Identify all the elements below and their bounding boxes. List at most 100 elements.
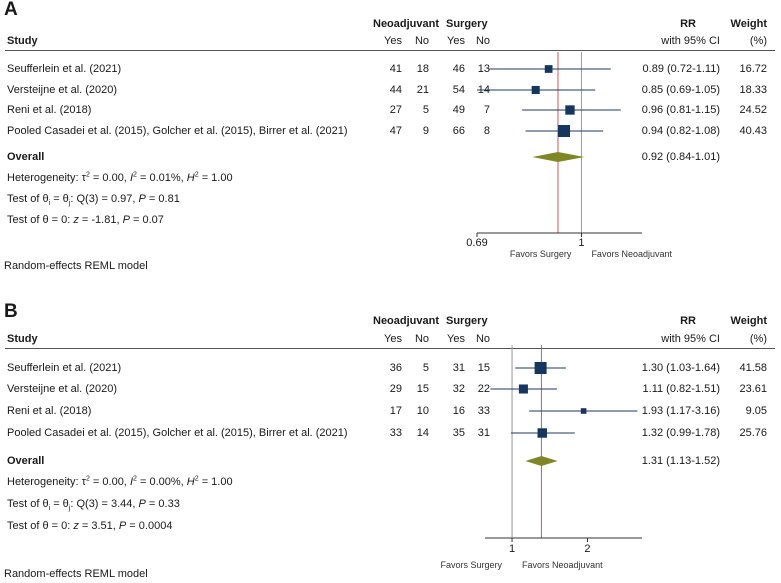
header-neoadjuvant: Neoadjuvant bbox=[373, 18, 440, 30]
header-surg-no: No bbox=[475, 35, 490, 47]
x-axis-tick-label: 1 bbox=[578, 237, 584, 249]
homogeneity-test: Test of θi = θj: Q(3) = 0.97, P = 0.81 bbox=[7, 193, 180, 208]
heterogeneity-stats: Heterogeneity: τ2 = 0.00, I2 = 0.00%, H2… bbox=[7, 475, 233, 488]
neo-no-value: 14 bbox=[416, 427, 429, 439]
neo-no-value: 9 bbox=[422, 125, 429, 137]
surg-yes-value: 49 bbox=[452, 104, 465, 116]
rr-ci-value: 0.89 (0.72-1.11) bbox=[642, 63, 720, 75]
overall-diamond bbox=[525, 456, 558, 466]
header-surgery: Surgery bbox=[446, 18, 488, 30]
surg-no-value: 13 bbox=[477, 63, 490, 75]
header-neo-yes: Yes bbox=[384, 35, 402, 47]
surg-no-value: 8 bbox=[483, 125, 490, 137]
neo-no-value: 18 bbox=[416, 63, 429, 75]
header-surg-yes: Yes bbox=[447, 333, 465, 345]
overall-effect-test: Test of θ = 0: z = 3.51, P = 0.0004 bbox=[7, 520, 173, 532]
weight-value: 18.33 bbox=[739, 84, 767, 96]
rr-ci-value: 1.11 (0.82-1.51) bbox=[642, 383, 720, 395]
surg-yes-value: 35 bbox=[452, 427, 465, 439]
header-neo-no: No bbox=[414, 333, 429, 345]
x-axis-tick-label: 2 bbox=[584, 543, 590, 555]
rr-ci-value: 1.30 (1.03-1.64) bbox=[641, 362, 720, 374]
study-name: Seufferlein et al. (2021) bbox=[7, 362, 122, 374]
forest-plot-panel-a: A Neoadjuvant Surgery RR Weight Study Ye… bbox=[0, 0, 781, 290]
study-name: Versteijne et al. (2020) bbox=[7, 84, 118, 96]
x-axis-tick-label: 1 bbox=[509, 543, 515, 555]
header-rr: RR bbox=[680, 315, 696, 327]
favors-surgery-label: Favors Surgery bbox=[510, 249, 572, 259]
homogeneity-test: Test of θi = θj: Q(3) = 3.44, P = 0.33 bbox=[7, 498, 180, 513]
surg-no-value: 33 bbox=[477, 405, 490, 417]
header-surgery: Surgery bbox=[446, 315, 488, 327]
model-note: Random-effects REML model bbox=[4, 568, 148, 580]
neo-yes-value: 29 bbox=[389, 383, 402, 395]
header-ci: with 95% CI bbox=[661, 333, 720, 345]
weight-value: 24.52 bbox=[739, 104, 767, 116]
study-name: Reni et al. (2018) bbox=[7, 405, 92, 417]
header-pct: (%) bbox=[749, 333, 767, 345]
favors-surgery-label: Favors Surgery bbox=[441, 560, 503, 570]
header-pct: (%) bbox=[749, 35, 767, 47]
forest-plot-area: 0.69 1 Favors Surgery Favors Neoadjuvant bbox=[466, 52, 672, 259]
surg-no-value: 15 bbox=[477, 362, 490, 374]
header-weight: Weight bbox=[730, 18, 767, 30]
panel-letter: A bbox=[4, 0, 18, 20]
surg-yes-value: 66 bbox=[452, 125, 465, 137]
neo-no-value: 21 bbox=[416, 84, 429, 96]
neo-no-value: 5 bbox=[422, 362, 429, 374]
surg-yes-value: 31 bbox=[452, 362, 465, 374]
x-axis-tick-label: 0.69 bbox=[466, 237, 487, 249]
header-surg-no: No bbox=[475, 333, 490, 345]
favors-neoadjuvant-label: Favors Neoadjuvant bbox=[591, 249, 672, 259]
header-ci: with 95% CI bbox=[661, 35, 720, 47]
weight-value: 9.05 bbox=[745, 405, 767, 417]
favors-neoadjuvant-label: Favors Neoadjuvant bbox=[522, 560, 603, 570]
neo-no-value: 10 bbox=[416, 405, 429, 417]
overall-label: Overall bbox=[7, 455, 45, 467]
overall-label: Overall bbox=[7, 151, 45, 163]
study-estimate-marker bbox=[531, 85, 540, 95]
neo-yes-value: 36 bbox=[389, 362, 402, 374]
surg-yes-value: 46 bbox=[452, 63, 465, 75]
study-estimate-marker bbox=[565, 105, 575, 115]
study-name: Pooled Casadei et al. (2015), Golcher et… bbox=[7, 125, 348, 137]
neo-yes-value: 17 bbox=[389, 405, 402, 417]
neo-no-value: 15 bbox=[416, 383, 429, 395]
weight-value: 16.72 bbox=[739, 63, 767, 75]
study-estimate-marker bbox=[518, 384, 528, 394]
study-estimate-marker bbox=[534, 362, 547, 374]
weight-value: 23.61 bbox=[739, 383, 767, 395]
study-name: Pooled Casadei et al. (2015), Golcher et… bbox=[7, 427, 348, 439]
header-neo-no: No bbox=[414, 35, 429, 47]
rr-ci-value: 0.96 (0.81-1.15) bbox=[641, 104, 720, 116]
header-neoadjuvant: Neoadjuvant bbox=[373, 315, 440, 327]
weight-value: 40.43 bbox=[739, 125, 767, 137]
neo-yes-value: 47 bbox=[389, 125, 402, 137]
model-note: Random-effects REML model bbox=[4, 260, 148, 272]
rr-ci-value: 0.85 (0.69-1.05) bbox=[641, 84, 720, 96]
study-name: Versteijne et al. (2020) bbox=[7, 383, 118, 395]
heterogeneity-stats: Heterogeneity: τ2 = 0.00, I2 = 0.01%, H2… bbox=[7, 171, 233, 184]
forest-plot-panel-b: B Neoadjuvant Surgery RR Weight Study Ye… bbox=[0, 300, 781, 583]
surg-yes-value: 16 bbox=[452, 405, 465, 417]
study-name: Reni et al. (2018) bbox=[7, 104, 92, 116]
weight-value: 25.76 bbox=[739, 427, 767, 439]
header-weight: Weight bbox=[730, 315, 767, 327]
header-neo-yes: Yes bbox=[384, 333, 402, 345]
neo-yes-value: 44 bbox=[389, 84, 402, 96]
surg-no-value: 31 bbox=[477, 427, 490, 439]
rr-ci-value: 1.93 (1.17-3.16) bbox=[641, 405, 720, 417]
rr-ci-value: 1.32 (0.99-1.78) bbox=[641, 427, 720, 439]
study-estimate-marker bbox=[580, 408, 587, 414]
weight-value: 41.58 bbox=[739, 362, 767, 374]
neo-yes-value: 27 bbox=[389, 104, 402, 116]
neo-yes-value: 33 bbox=[389, 427, 402, 439]
header-rule bbox=[5, 50, 775, 51]
rr-ci-value: 0.94 (0.82-1.08) bbox=[641, 125, 720, 137]
header-study: Study bbox=[7, 333, 38, 345]
neo-no-value: 5 bbox=[422, 104, 429, 116]
overall-rr-ci: 0.92 (0.84-1.01) bbox=[641, 151, 720, 163]
surg-yes-value: 32 bbox=[452, 383, 465, 395]
surg-yes-value: 54 bbox=[452, 84, 465, 96]
forest-plot-area: 1 2 Favors Surgery Favors Neoadjuvant bbox=[441, 345, 642, 570]
